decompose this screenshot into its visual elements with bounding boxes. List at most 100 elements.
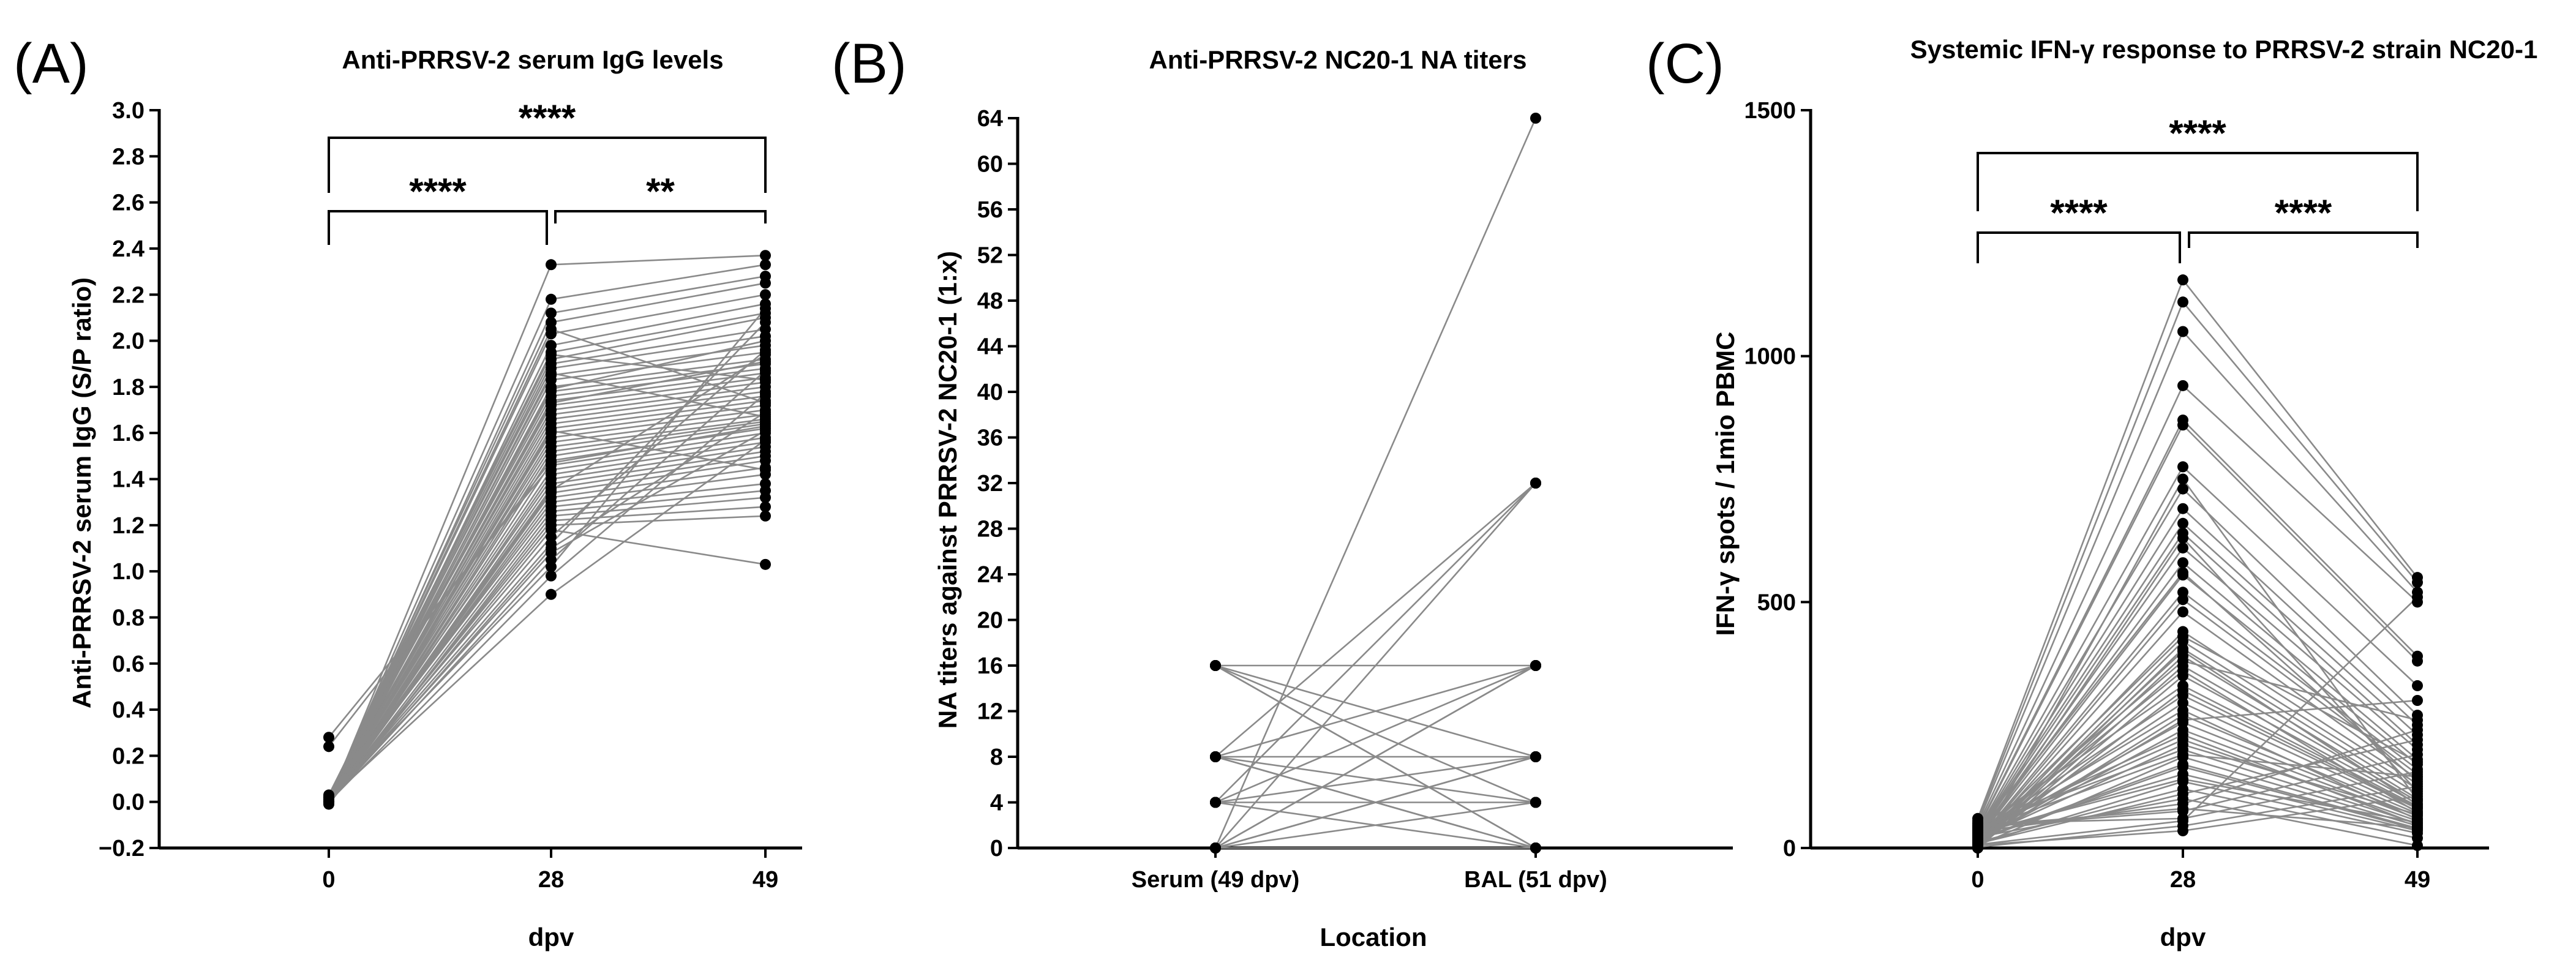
subject-connecting-line: [1977, 640, 2184, 846]
subject-connecting-line: [1977, 754, 2184, 831]
subject-connecting-line: [1977, 466, 2184, 831]
data-point: [760, 558, 771, 570]
subject-connecting-line: [2182, 547, 2418, 751]
subject-connecting-line: [550, 441, 766, 476]
data-point: [2177, 729, 2188, 741]
subject-connecting-line: [550, 317, 766, 360]
subject-connecting-line: [1977, 488, 2184, 833]
data-point: [323, 796, 334, 808]
subject-connecting-line: [2182, 685, 2418, 807]
data-point: [2177, 773, 2188, 785]
subject-connecting-line: [550, 353, 766, 381]
data-point: [546, 457, 557, 469]
subject-connecting-line: [2182, 650, 2418, 806]
subject-connecting-line: [328, 372, 552, 803]
panel-a-data-points: [323, 250, 771, 810]
subject-connecting-line: [328, 575, 552, 803]
data-point: [546, 397, 557, 409]
y-tick-label: 4: [990, 790, 1003, 816]
data-point: [1210, 751, 1221, 762]
subject-connecting-line: [550, 275, 766, 314]
y-tick-label: 0.8: [112, 605, 145, 631]
subject-connecting-line: [2182, 786, 2418, 827]
subject-connecting-line: [2182, 508, 2418, 726]
x-tick-label: 49: [753, 867, 778, 893]
panel-c-title: Systemic IFN-γ response to PRRSV-2 strai…: [1910, 35, 2538, 64]
subject-connecting-line: [2182, 675, 2418, 805]
subject-connecting-line: [550, 308, 767, 568]
y-tick-label: −0.2: [99, 836, 145, 861]
subject-connecting-line: [550, 361, 766, 404]
subject-connecting-line: [328, 430, 552, 803]
data-point: [2177, 705, 2188, 716]
subject-connecting-line: [2182, 385, 2418, 603]
subject-connecting-line: [328, 414, 552, 798]
data-point: [546, 293, 557, 305]
data-point: [2177, 503, 2188, 514]
data-point: [760, 349, 771, 361]
subject-connecting-line: [2182, 754, 2418, 778]
subject-connecting-line: [1977, 508, 2184, 834]
panel-b-connecting-lines: [1214, 118, 1537, 849]
subject-connecting-line: [550, 254, 766, 266]
subject-connecting-line: [2182, 596, 2418, 822]
y-tick-label: 0.6: [112, 651, 145, 677]
y-tick-label: 2.6: [112, 190, 145, 216]
subject-connecting-line: [1214, 118, 1537, 849]
data-point: [546, 425, 557, 437]
subject-connecting-line: [2182, 744, 2418, 816]
data-point: [1530, 842, 1541, 854]
subject-connecting-line: [550, 467, 766, 498]
significance-bracket: [1977, 152, 2419, 211]
data-point: [2412, 715, 2423, 726]
y-tick-label: 3.0: [112, 98, 145, 124]
data-point: [760, 464, 771, 476]
subject-connecting-line: [550, 264, 766, 301]
subject-connecting-line: [1977, 766, 2184, 841]
y-tick-label: 1000: [1744, 344, 1796, 370]
subject-connecting-line: [1215, 756, 1536, 803]
subject-connecting-line: [328, 543, 552, 800]
panel-a-connecting-lines: [328, 254, 767, 805]
data-point: [2177, 739, 2188, 751]
subject-connecting-line: [550, 473, 766, 503]
subject-connecting-line: [1977, 793, 2184, 845]
data-point: [2412, 591, 2423, 603]
data-point: [2177, 761, 2188, 773]
subject-connecting-line: [2182, 699, 2418, 721]
panel-b-y-axis-label: NA titers against PRRSV-2 NC20-1 (1:x): [933, 251, 962, 729]
x-tick-label: 0: [322, 867, 335, 893]
data-point: [546, 485, 557, 497]
subject-connecting-line: [550, 430, 766, 471]
subject-connecting-line: [328, 329, 552, 800]
subject-connecting-line: [550, 349, 766, 538]
subject-connecting-line: [1977, 719, 2184, 842]
y-tick-label: 0: [990, 836, 1003, 861]
data-point: [2412, 756, 2423, 768]
y-tick-label: 56: [977, 197, 1003, 223]
subject-connecting-line: [1215, 664, 1536, 803]
y-tick-label: 2.8: [112, 144, 145, 170]
subject-connecting-line: [2182, 766, 2418, 830]
panel-c-connecting-lines: [1977, 279, 2419, 849]
subject-connecting-line: [1977, 788, 2184, 843]
data-point: [2177, 473, 2188, 485]
data-point: [2177, 715, 2188, 726]
subject-connecting-line: [328, 478, 552, 798]
data-point: [1530, 478, 1541, 489]
subject-connecting-line: [550, 303, 766, 347]
data-point: [2412, 655, 2423, 667]
subject-connecting-line: [1977, 301, 2184, 822]
subject-connecting-line: [1977, 670, 2184, 837]
panel-c-x-axis-label: dpv: [2160, 923, 2206, 951]
data-point: [2412, 724, 2423, 736]
subject-connecting-line: [1215, 482, 1536, 757]
y-tick-label: 0.2: [112, 743, 145, 769]
subject-connecting-line: [2182, 636, 2418, 763]
subject-connecting-line: [550, 321, 766, 544]
subject-connecting-line: [2182, 648, 2418, 795]
subject-connecting-line: [2182, 331, 2418, 593]
subject-connecting-line: [2182, 689, 2418, 809]
